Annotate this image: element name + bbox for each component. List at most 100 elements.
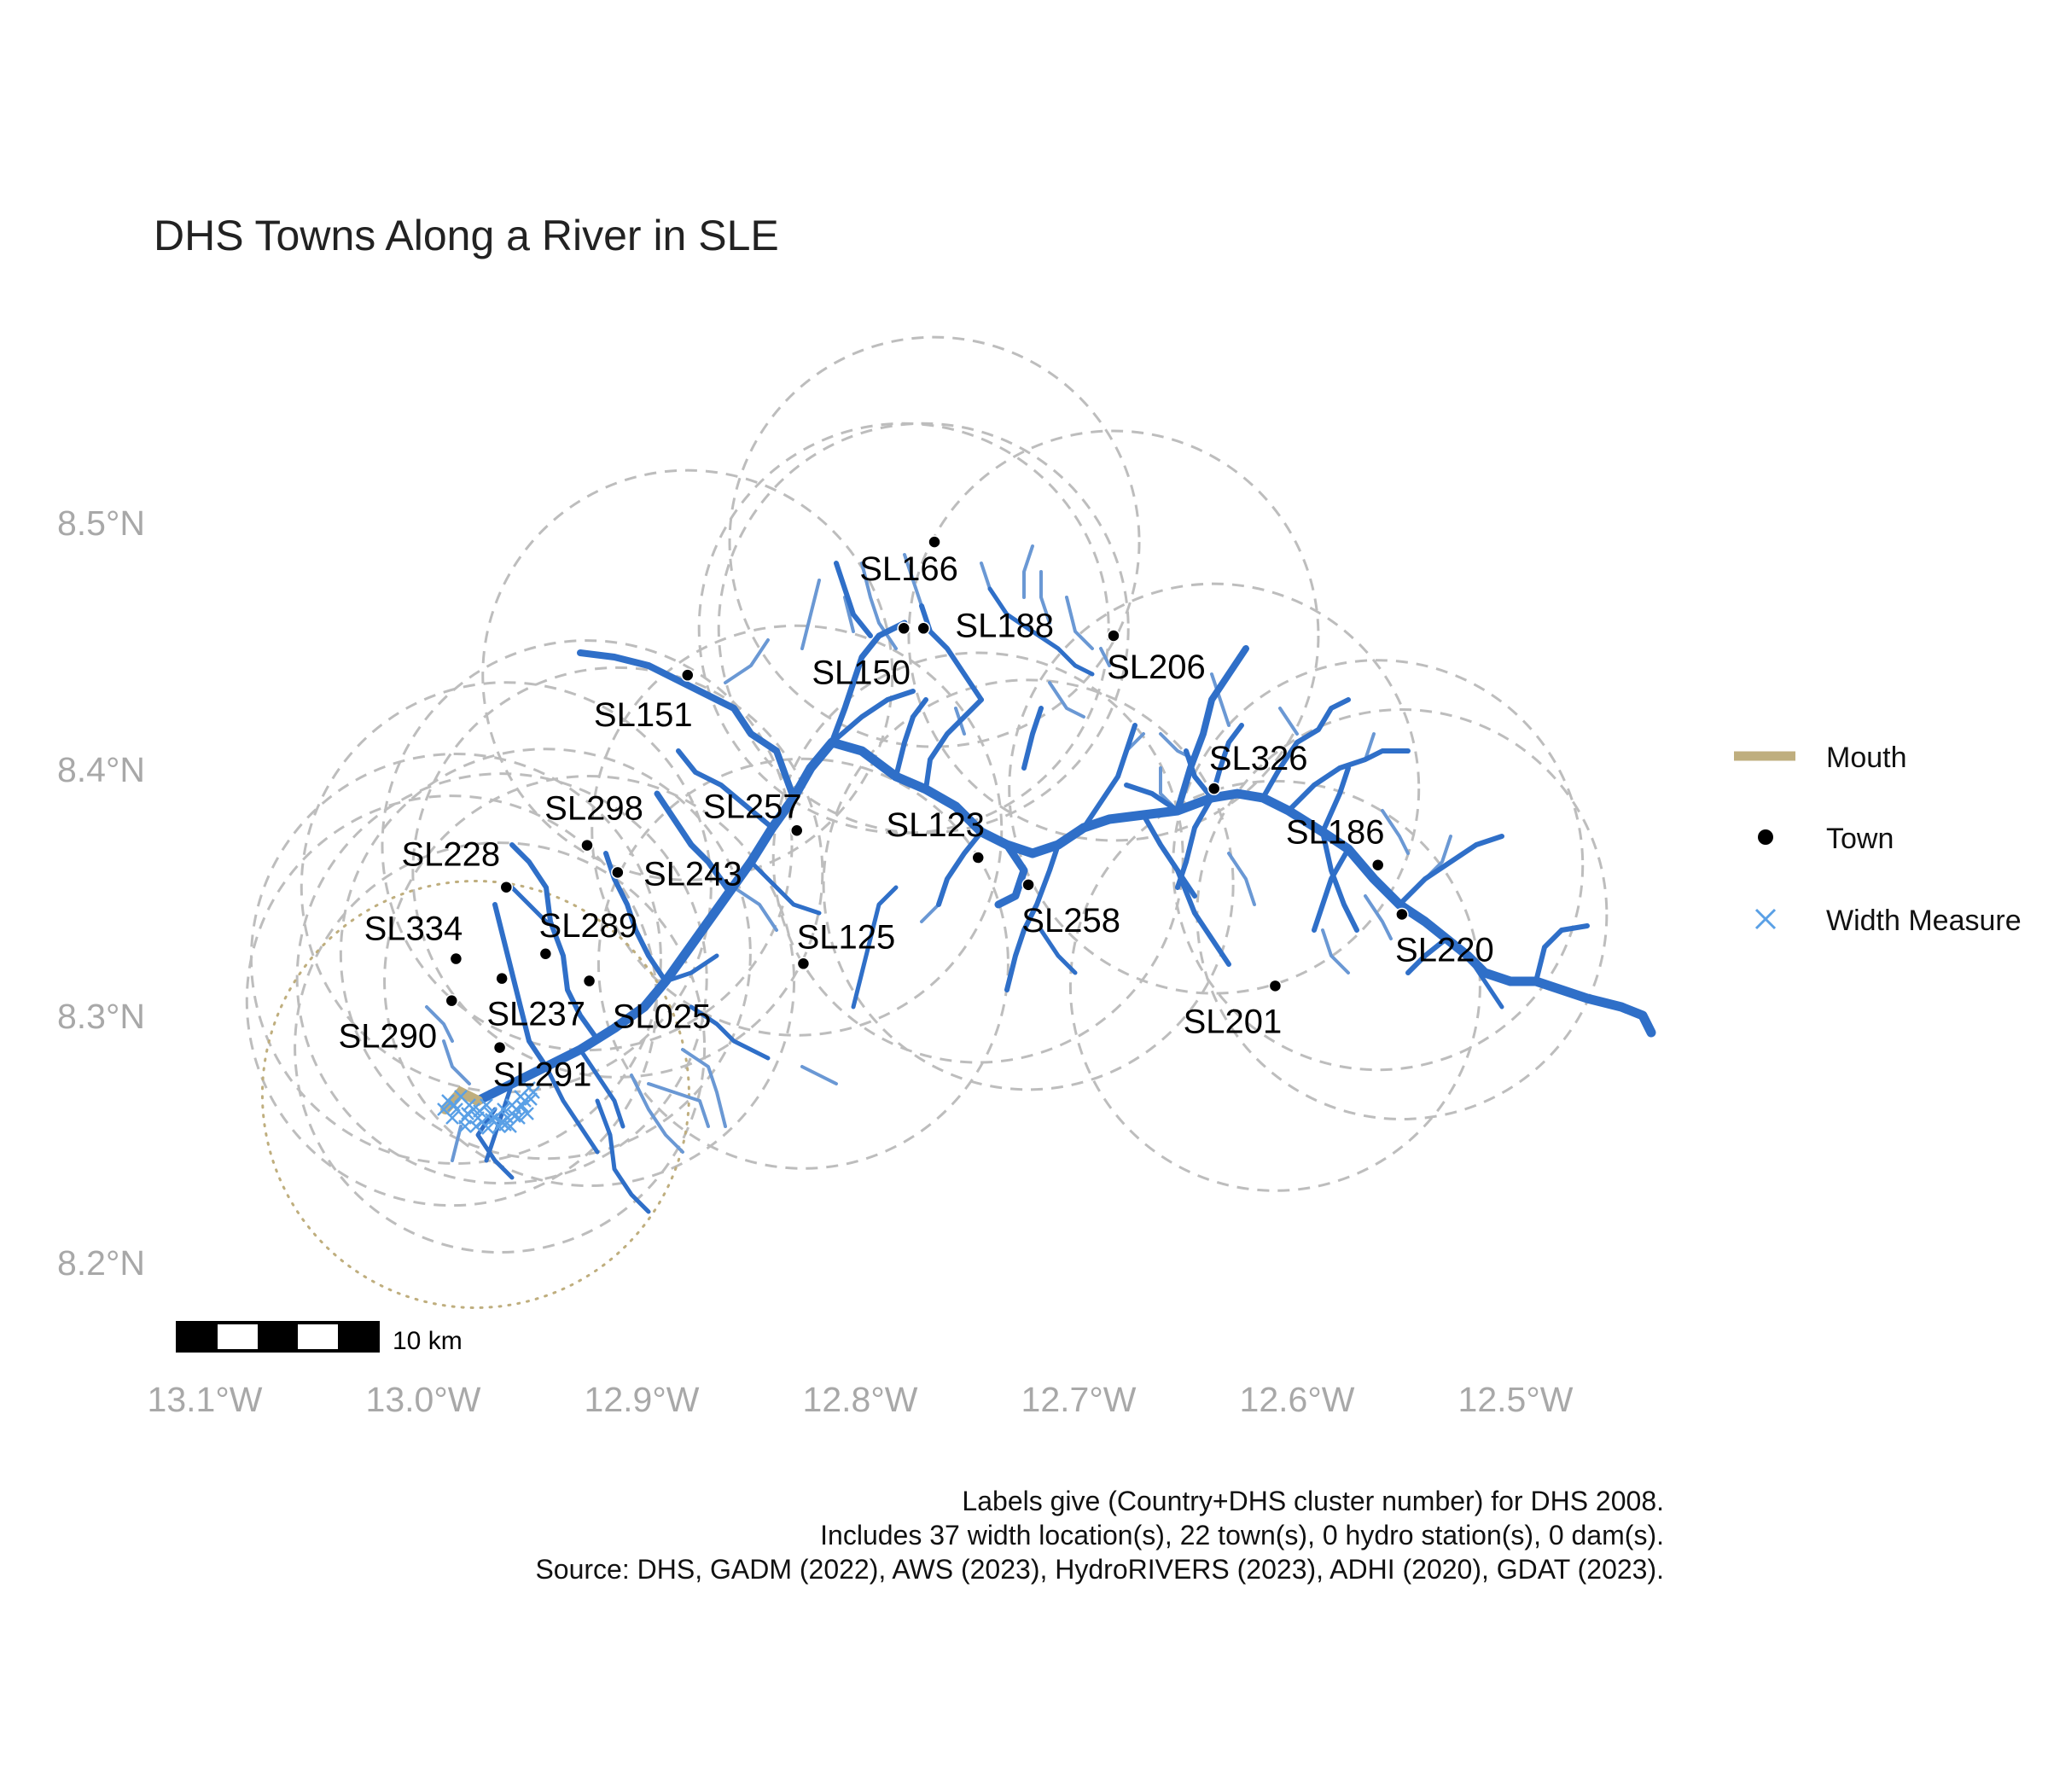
town-buffer-circle [596,757,1009,1170]
river-line [1465,953,1504,1009]
town-marker [1395,907,1409,922]
river-line [1004,842,1061,992]
scale-bar-segment [218,1329,258,1345]
town-label: SL289 [539,907,638,945]
town-buffer-circle [1008,582,1421,995]
river-line [1039,928,1078,975]
town-marker [445,993,459,1008]
river-line [663,953,719,984]
river-line [509,842,600,1042]
width-measure-marker [497,1103,510,1116]
tributary-line [1048,681,1085,719]
town-label: SL243 [643,855,742,893]
river-line [1174,645,1249,814]
tributary-line [442,1039,471,1085]
river-line [578,1047,625,1129]
x-tick-label: 12.6°W [1240,1380,1355,1419]
river-network [425,544,1656,1214]
width-measure-marker [437,1103,451,1116]
width-measure-marker [473,1104,486,1118]
river-line [748,859,822,916]
caption-line-3: Source: DHS, GADM (2022), AWS (2023), Hy… [535,1554,1664,1585]
town-marker [492,1040,507,1055]
river-line [936,829,984,907]
river-line [492,902,549,1069]
town-buffer-circle [907,429,1320,842]
town-label: SL237 [486,996,585,1033]
river-line [595,1098,651,1214]
river-line [577,649,797,801]
town-label: SL326 [1209,740,1308,777]
town-label: SL290 [338,1018,437,1056]
town-marker [790,823,804,837]
width-measure-marker [521,1107,534,1120]
town-marker [499,880,514,894]
map-title: DHS Towns Along a River in SLE [154,212,779,259]
river-line [654,790,733,895]
town-marker [928,535,941,549]
town-label: SL258 [1021,902,1120,940]
town-buffer-circle [771,651,1184,1064]
river-line [829,689,916,745]
width-measure-marker [481,1121,495,1135]
town-label: SL123 [886,806,985,844]
scale-bar-segment [177,1323,218,1351]
width-measure-marker [458,1120,472,1133]
town-label: SL125 [797,918,896,956]
river-line [473,737,1656,1106]
town-buffer-circle [383,775,796,1188]
width-measure-marker [469,1120,483,1133]
town-label: SL228 [401,836,500,874]
tributary-line [1381,809,1410,855]
y-tick-label: 8.5°N [57,503,145,543]
river-line [893,697,928,779]
caption-line-1: Labels give (Country+DHS cluster number)… [962,1486,1664,1516]
river-line [475,1107,515,1180]
tributary-line [647,1082,710,1128]
caption: Labels give (Country+DHS cluster number)… [535,1486,1664,1585]
town-marker [1268,979,1283,993]
tributary-line [1321,928,1350,975]
width-measure-marker [508,1109,521,1123]
tributary-line [1039,570,1051,625]
town-buffer-circle [381,639,794,1052]
town-buffer-circle [300,681,713,1094]
town-buffer-circle [411,666,824,1079]
town-marker [1107,629,1120,643]
town-label: SL151 [594,696,693,734]
river-line [1260,697,1351,800]
river-line [544,1064,600,1155]
tributary-line [1210,672,1231,727]
x-axis: 13.1°W 13.0°W 12.9°W 12.8°W 12.7°W 12.6°W 12.5… [148,1380,1574,1419]
river-line [689,1004,771,1061]
town-marker [1370,858,1385,872]
river-line [923,697,984,792]
town-markers [445,535,1409,1055]
town-buffer-circle [294,841,707,1254]
x-tick-label: 12.9°W [585,1380,700,1419]
scale-bar-label: 10 km [393,1327,463,1355]
tributary-line [800,1065,838,1085]
river-line [1124,783,1180,813]
river-line [1081,723,1137,830]
tributary-line [1065,596,1094,650]
town-label: SL201 [1184,1003,1283,1040]
width-measures [437,1081,540,1135]
width-measure-marker [512,1111,526,1125]
x-tick-label: 12.5°W [1458,1380,1574,1419]
town-marker [1207,782,1221,795]
river-line [1405,936,1449,975]
town-label: SL025 [613,998,712,1036]
tributary-line [843,596,855,633]
river-line [1397,834,1504,907]
tributary-line [1099,647,1111,667]
legend-town-label: Town [1826,823,1894,855]
town-buffer-circle [339,748,752,1161]
river-line [1184,748,1214,800]
town-marker [582,974,596,988]
river-line [994,841,1028,909]
town-marker [971,851,985,864]
town-marker [916,621,930,636]
scale-bar-segment [338,1323,378,1351]
x-tick-label: 12.8°W [803,1380,918,1419]
